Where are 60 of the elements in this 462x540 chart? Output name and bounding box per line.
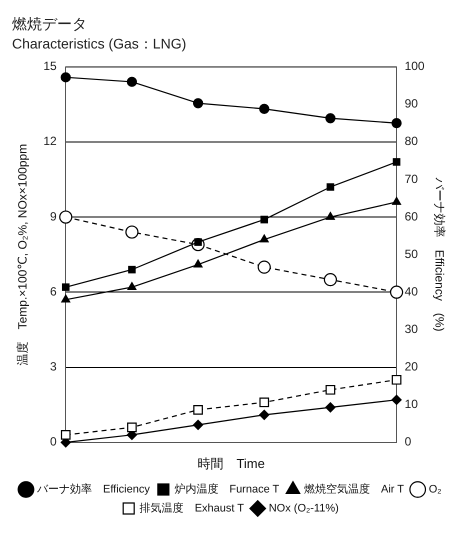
point — [392, 374, 402, 385]
point — [61, 294, 70, 303]
point — [194, 260, 203, 268]
point — [391, 118, 402, 128]
y2-tick-label: 0 — [404, 434, 412, 449]
point — [60, 72, 71, 82]
y2-tick-label: 50 — [404, 246, 418, 261]
y2-tick-label: 90 — [404, 96, 418, 111]
point — [391, 394, 402, 405]
y-tick-label: 12 — [43, 134, 58, 148]
y2-tick-label: 70 — [404, 172, 418, 186]
y2-tick-label: 30 — [404, 322, 418, 336]
point — [126, 76, 138, 87]
point — [193, 405, 203, 415]
point — [125, 225, 139, 239]
point — [128, 266, 136, 274]
point — [326, 212, 335, 220]
point — [259, 410, 270, 420]
legend-label: NOx (O₂-11%) — [268, 502, 339, 515]
point — [60, 430, 71, 440]
y2-tick-label: 80 — [404, 134, 418, 148]
legend-label: O₂ — [428, 484, 442, 496]
y-tick-label: 15 — [43, 59, 58, 74]
y-axis-title: 温度 Temp.×100℃, O₂%, NOx×100ppm — [16, 144, 30, 366]
y-tick-label: 6 — [50, 284, 58, 298]
y2-tick-label: 20 — [404, 360, 418, 374]
legend-label: 炉内温度 Furnace T — [174, 482, 280, 496]
point — [325, 402, 336, 412]
y2-tick-label: 100 — [404, 59, 425, 74]
point — [259, 397, 270, 408]
point — [258, 260, 271, 274]
point — [192, 98, 204, 108]
point — [326, 183, 334, 191]
chart-subtitle: Characteristics (Gas：LNG) — [12, 35, 186, 52]
legend-label: 燃焼空気温度 Air T — [304, 482, 404, 496]
y-tick-label: 3 — [50, 360, 58, 374]
y-tick-label: 0 — [50, 434, 58, 449]
y-tick-label: 9 — [50, 209, 58, 224]
point — [59, 210, 72, 224]
point — [326, 384, 336, 395]
point — [260, 234, 269, 242]
point — [392, 196, 402, 205]
point — [62, 283, 70, 291]
point — [390, 286, 404, 299]
point — [392, 158, 400, 166]
point — [260, 216, 268, 224]
legend-label: バーナ効率 Efficiency — [36, 482, 150, 496]
y2-tick-label: 60 — [404, 209, 418, 224]
y2-axis-title: バーナ効率 Efficiency (%) — [432, 176, 446, 332]
point — [127, 282, 136, 290]
y2-tick-label: 10 — [404, 397, 418, 412]
point — [325, 113, 336, 124]
point — [324, 273, 338, 286]
point — [259, 104, 270, 114]
y2-tick-label: 40 — [404, 284, 418, 298]
point — [192, 420, 204, 430]
x-axis-title: 時間 Time — [197, 456, 265, 471]
chart-title: 燃焼データ — [12, 16, 87, 34]
legend-label: 排気温度 Exhaust T — [140, 502, 244, 515]
point — [127, 422, 137, 432]
